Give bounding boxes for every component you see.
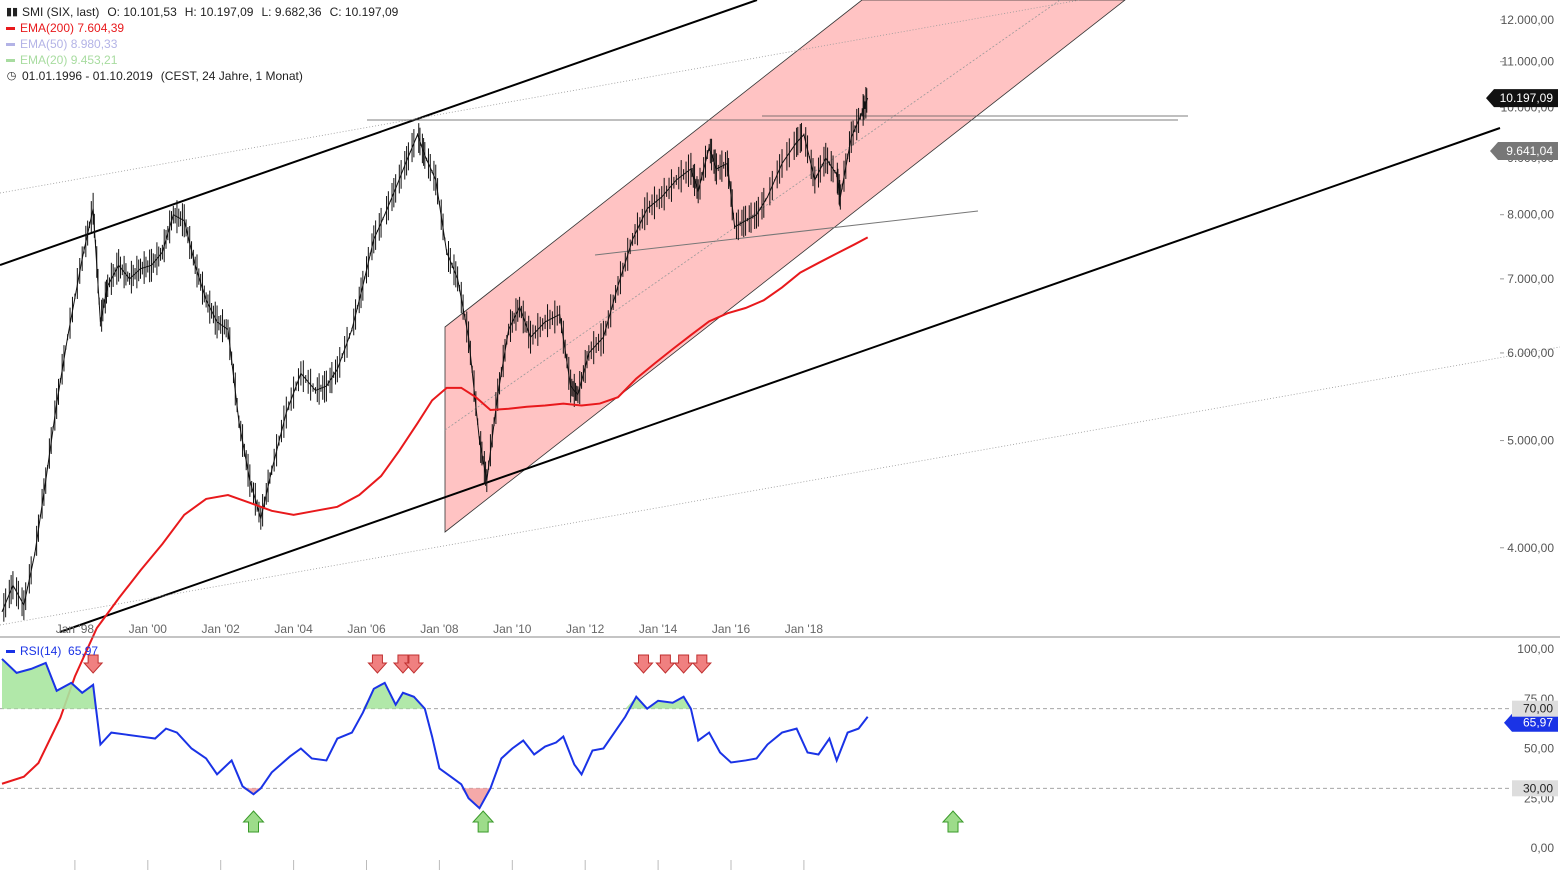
- channel-midline: [444, 0, 1061, 431]
- legend-low-label: L:: [261, 5, 272, 19]
- x-tick-label: Jan '98: [56, 622, 95, 636]
- price-legend: ▮▮ SMI (SIX, last) O: 10.101,53 H: 10.19…: [6, 4, 398, 84]
- buy-signal-arrow-icon: [242, 810, 265, 833]
- rsi-y-tick-label: 100,00: [1517, 642, 1554, 656]
- ema200-line: [1, 236, 869, 785]
- sell-signal-arrow-icon: [83, 654, 104, 674]
- x-tick-label: Jan '14: [639, 622, 678, 636]
- x-tick-label: Jan '12: [566, 622, 605, 636]
- channel-layer: [444, 0, 1126, 533]
- legend-close-value: 10.197,09: [344, 5, 399, 19]
- sell-signal-arrow-icon: [392, 654, 414, 674]
- legend-ema50-value: 8.980,33: [70, 37, 118, 51]
- x-tick-label: Jan '10: [493, 622, 532, 636]
- x-tick-label: Jan '04: [274, 622, 313, 636]
- ema20-swatch: [6, 58, 15, 62]
- y-tick-label: 8.000,00: [1507, 208, 1554, 222]
- buy-signal-arrow-icon: [941, 810, 965, 833]
- x-tick-label: Jan '06: [347, 622, 386, 636]
- legend-open-value: 10.101,53: [123, 5, 177, 19]
- clock-icon: ◷: [6, 70, 17, 82]
- legend-high-value: 10.197,09: [200, 5, 254, 19]
- price-line: [1, 97, 869, 613]
- legend-close-label: C:: [329, 5, 342, 19]
- sell-signal-arrow-icon: [673, 654, 694, 674]
- threshold-badge-text: 30,00: [1523, 781, 1553, 795]
- neckline-support: [594, 210, 979, 256]
- price-series-layer: [1, 86, 869, 622]
- sell-signal-arrow-icon: [367, 654, 388, 674]
- sell-signal-arrow-icon: [691, 654, 712, 674]
- rsi-value-badge-text: 65,97: [1523, 716, 1553, 730]
- threshold-badge-text: 70,00: [1523, 702, 1553, 716]
- x-tick-label: Jan '16: [712, 622, 751, 636]
- level-badge-text: 9.641,04: [1506, 144, 1553, 158]
- bars-icon: ▮▮: [6, 6, 19, 18]
- y-tick-label: 4.000,00: [1507, 541, 1554, 555]
- lower-dotted-parallel: [0, 346, 1560, 626]
- legend-symbol: SMI (SIX, last): [22, 5, 100, 19]
- threshold-badge-bg: [1512, 700, 1558, 717]
- regression-channel-band: [444, 0, 1126, 533]
- x-tick-label: Jan '00: [129, 622, 168, 636]
- level-badge-bg: [1490, 142, 1558, 161]
- rsi-legend-label: RSI(14): [20, 644, 62, 658]
- rsi-oversold-fill: [2, 788, 868, 809]
- legend-ema20-row[interactable]: EMA(20) 9.453,21: [6, 52, 398, 68]
- ema200-swatch: [6, 26, 15, 30]
- sell-signal-arrow-icon: [633, 654, 654, 674]
- last-price-badge-text: 10.197,09: [1500, 91, 1554, 105]
- legend-range-row: ◷ 01.01.1996 - 01.10.2019 (CEST, 24 Jahr…: [6, 68, 398, 84]
- x-tick-label: Jan '08: [420, 622, 459, 636]
- y-tick-label: 7.000,00: [1507, 272, 1554, 286]
- legend-ema200-row[interactable]: EMA(200) 7.604,39: [6, 20, 398, 36]
- ema200-series-layer: [1, 236, 869, 785]
- sell-signal-arrow-icon: [655, 654, 676, 674]
- y-tick-label: 12.000,00: [1501, 13, 1555, 27]
- rsi-y-tick-label: 0,00: [1531, 841, 1555, 855]
- rsi-swatch: [6, 649, 15, 653]
- legend-ema50-label: EMA(50): [20, 37, 68, 51]
- legend-range-detail: (CEST, 24 Jahre, 1 Monat): [160, 69, 303, 83]
- legend-ema200-label: EMA(200): [20, 21, 75, 35]
- rsi-legend-value: 65,97: [68, 644, 99, 658]
- legend-ema50-row[interactable]: EMA(50) 8.980,33: [6, 36, 398, 52]
- rsi-line: [1, 658, 869, 810]
- x-tick-label: Jan '02: [202, 622, 241, 636]
- legend-ema20-value: 9.453,21: [70, 53, 118, 67]
- trendline-layer: [0, 0, 1560, 633]
- lower-trendline: [59, 127, 1501, 633]
- y-tick-label: 11.000,00: [1502, 55, 1555, 69]
- legend-ema20-label: EMA(20): [20, 53, 68, 67]
- legend-open-label: O:: [107, 5, 121, 19]
- rsi-overbought-fill: [2, 658, 868, 709]
- ema50-swatch: [6, 42, 15, 46]
- x-tick-label: Jan '18: [785, 622, 824, 636]
- legend-low-value: 9.682,36: [274, 5, 322, 19]
- threshold-badge-bg: [1512, 780, 1558, 797]
- sell-signal-arrow-icon: [403, 654, 425, 674]
- buy-signal-arrow-icon: [472, 810, 495, 833]
- rsi-legend[interactable]: RSI(14) 65,97: [6, 644, 98, 658]
- rsi-value-badge-bg: [1504, 713, 1558, 732]
- y-tick-label: 5.000,00: [1507, 434, 1554, 448]
- legend-symbol-row: ▮▮ SMI (SIX, last) O: 10.101,53 H: 10.19…: [6, 4, 398, 20]
- y-tick-label: 6.000,00: [1507, 346, 1554, 360]
- legend-range: 01.01.1996 - 01.10.2019: [22, 69, 153, 83]
- legend-ema200-value: 7.604,39: [77, 21, 125, 35]
- rsi-y-tick-label: 50,00: [1524, 742, 1554, 756]
- upper-trendline: [0, 0, 758, 266]
- legend-high-label: H:: [184, 5, 197, 19]
- last-price-badge-bg: [1486, 89, 1558, 108]
